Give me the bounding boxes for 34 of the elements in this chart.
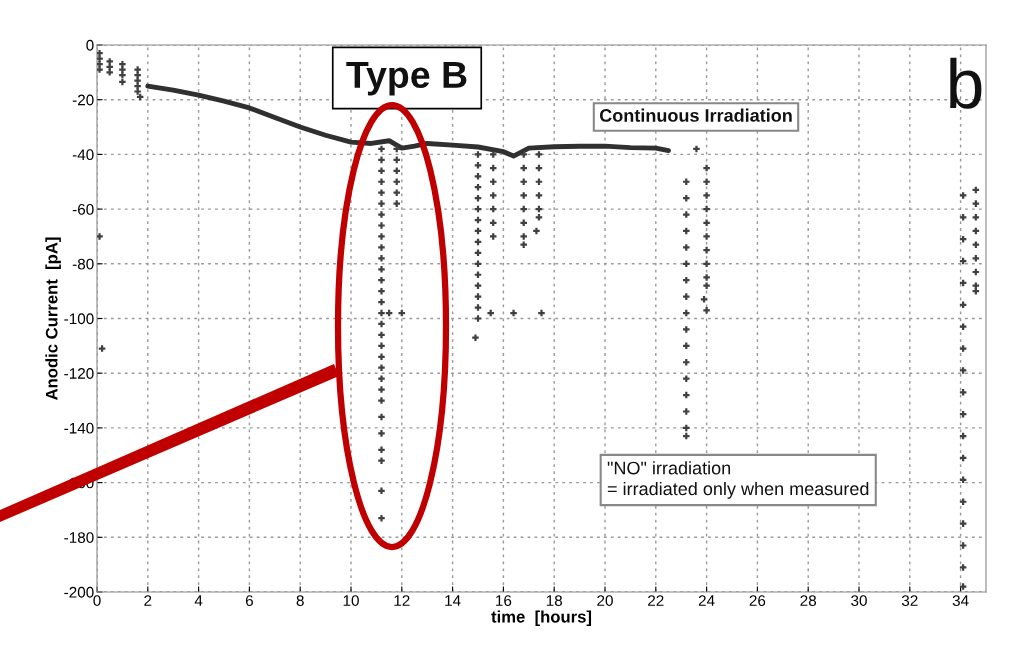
x-tick-label: 28 xyxy=(800,595,817,606)
x-tick-label: 32 xyxy=(901,595,918,606)
x-tick-label: 18 xyxy=(546,595,563,606)
y-tick-label: -140 xyxy=(64,422,94,434)
y-tick-label: -20 xyxy=(72,94,94,106)
y-tick-label: 0 xyxy=(86,39,94,51)
x-tick-label: 6 xyxy=(245,595,253,606)
x-tick-label: 14 xyxy=(445,595,461,606)
y-tick-label: -40 xyxy=(72,149,94,161)
x-tick-label: 8 xyxy=(296,595,304,606)
x-tick-label: 16 xyxy=(496,595,512,606)
x-tick-label: 10 xyxy=(343,595,359,606)
y-tick-label: -200 xyxy=(64,586,94,598)
y-tick-label: -180 xyxy=(64,532,94,543)
x-tick-label: 20 xyxy=(597,595,613,606)
x-tick-label: 0 xyxy=(93,595,101,606)
x-tick-label: 24 xyxy=(698,595,715,606)
x-tick-label: 12 xyxy=(394,595,410,606)
x-tick-label: 4 xyxy=(194,595,203,606)
annotation: "NO" irradiation = irradiated only when measured xyxy=(607,461,869,499)
y-tick-label: -80 xyxy=(72,258,94,270)
annotation: b xyxy=(950,57,982,109)
y-axis-title: Anodic Current [pA] xyxy=(45,237,61,401)
x-tick-label: 34 xyxy=(952,595,969,606)
y-tick-label: -100 xyxy=(64,313,94,325)
x-axis-title: time [hours] xyxy=(491,610,592,626)
y-tick-label: -60 xyxy=(72,203,94,215)
x-tick-label: 30 xyxy=(851,595,867,606)
annotation: Continuous Irradiation xyxy=(599,108,792,122)
x-tick-label: 2 xyxy=(144,595,152,606)
annotation: Type B xyxy=(346,61,467,96)
x-tick-label: 26 xyxy=(749,595,766,606)
y-tick-label: -120 xyxy=(64,368,94,379)
x-tick-label: 22 xyxy=(648,595,664,606)
